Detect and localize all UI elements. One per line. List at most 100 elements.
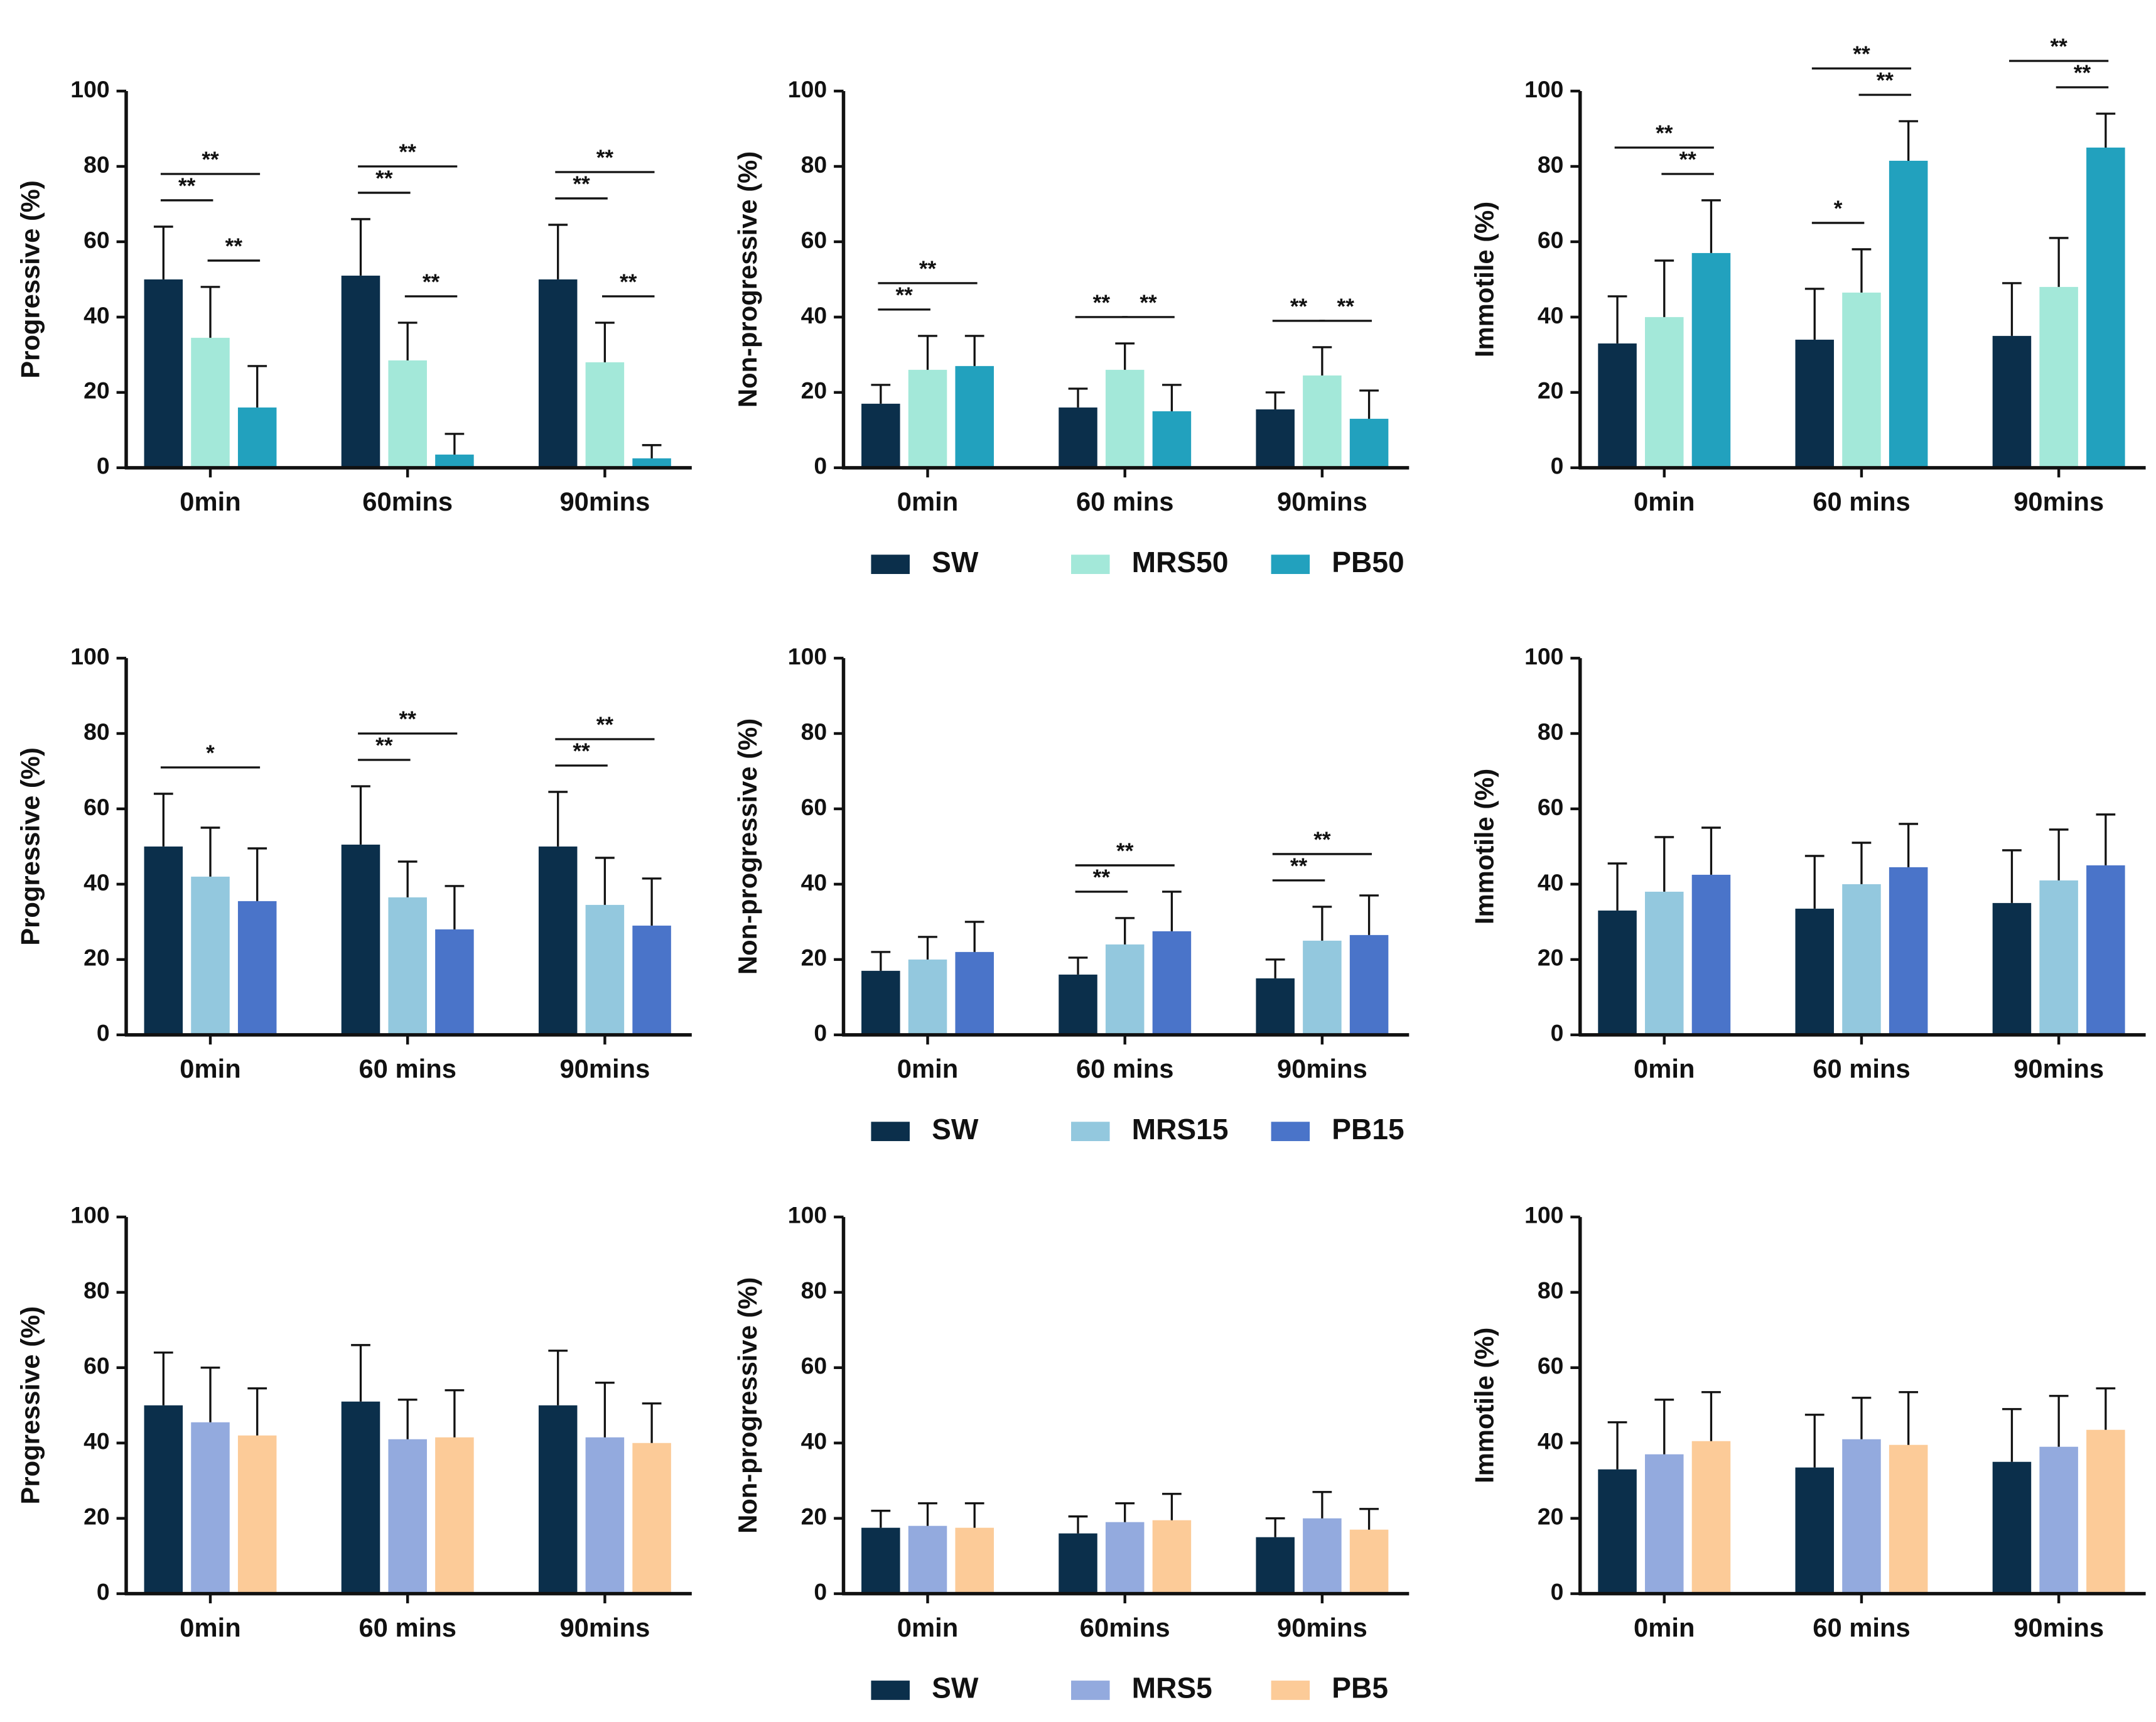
significance-label: **	[596, 713, 614, 737]
bar	[1059, 407, 1097, 468]
y-tick-label: 0	[814, 1579, 827, 1605]
y-tick-label: 100	[70, 643, 109, 669]
error-bar	[247, 847, 267, 901]
legend-swatch	[1071, 555, 1110, 574]
y-tick-label: 100	[788, 643, 827, 669]
bar	[585, 904, 625, 1035]
error-bar	[2002, 1408, 2022, 1462]
y-axis-label: Immotile (%)	[1469, 202, 1499, 357]
bar	[955, 1527, 994, 1594]
y-axis-label: Progressive (%)	[16, 1306, 45, 1504]
x-tick-label: 60 mins	[1813, 1613, 1910, 1642]
y-tick-label: 20	[84, 945, 110, 971]
bar	[538, 279, 578, 468]
y-tick-label: 80	[84, 718, 110, 745]
y-axis-label: Progressive (%)	[16, 180, 45, 378]
error-bar	[595, 322, 615, 362]
y-tick-label: 40	[84, 869, 110, 896]
error-bar	[548, 1350, 568, 1405]
significance-label: **	[202, 148, 219, 172]
bar	[341, 844, 380, 1035]
y-tick-label: 40	[1538, 869, 1564, 896]
bar	[1598, 343, 1637, 468]
bar	[1795, 1467, 1835, 1594]
error-bar	[351, 785, 370, 845]
x-tick-label: 60 mins	[358, 1054, 456, 1083]
error-bar	[642, 1402, 662, 1443]
x-tick-label: 60 mins	[1076, 1054, 1173, 1083]
error-bar	[2049, 828, 2069, 880]
error-bar	[2002, 282, 2022, 336]
bar	[1105, 1522, 1145, 1594]
y-tick-label: 80	[84, 151, 110, 178]
error-bar	[445, 433, 465, 455]
error-bar	[1115, 342, 1135, 370]
y-tick-label: 60	[801, 227, 827, 253]
y-tick-label: 0	[1551, 1020, 1564, 1046]
y-tick-label: 40	[84, 1428, 110, 1454]
y-tick-label: 80	[1538, 151, 1564, 178]
legend-swatch	[871, 1681, 910, 1700]
error-bar	[918, 335, 937, 370]
error-bar	[2049, 237, 2069, 287]
y-tick-label: 0	[97, 1020, 110, 1046]
error-bar	[1899, 120, 1919, 161]
significance-label: **	[1337, 295, 1355, 319]
significance-label: **	[1093, 865, 1111, 890]
error-bar	[200, 1367, 220, 1422]
y-tick-label: 100	[1524, 643, 1563, 669]
x-tick-label: 60 mins	[358, 1613, 456, 1642]
significance-label: **	[1313, 828, 1331, 852]
x-tick-label: 90mins	[1277, 1054, 1367, 1083]
bar	[1349, 1529, 1389, 1594]
y-tick-label: 20	[84, 1503, 110, 1530]
x-tick-label: 60 mins	[1813, 1054, 1910, 1083]
bar	[1256, 409, 1295, 468]
bar	[2086, 865, 2125, 1035]
y-tick-label: 100	[70, 76, 109, 102]
bar	[388, 897, 427, 1035]
significance-label: **	[1290, 295, 1308, 319]
significance-label: **	[375, 166, 393, 191]
y-axis-label: Immotile (%)	[1469, 1328, 1499, 1483]
bar	[538, 1405, 578, 1594]
significance-label: **	[1679, 148, 1696, 172]
legend-label: PB5	[1332, 1672, 1388, 1704]
error-bar	[445, 1389, 465, 1438]
bar	[2039, 880, 2078, 1035]
x-tick-label: 90mins	[2013, 1054, 2104, 1083]
error-bar	[871, 384, 891, 404]
x-tick-label: 0min	[897, 487, 958, 516]
error-bar	[1115, 917, 1135, 945]
error-bar	[1899, 823, 1919, 867]
error-bar	[918, 1502, 937, 1526]
bar	[191, 337, 230, 468]
bar	[861, 403, 900, 468]
bar	[435, 1437, 474, 1594]
significance-label: **	[1853, 42, 1870, 67]
bar	[388, 360, 427, 468]
legend-label: PB50	[1332, 546, 1404, 578]
significance-label: **	[1656, 121, 1673, 146]
x-tick-label: 0min	[180, 1613, 240, 1642]
error-bar	[1162, 384, 1182, 411]
error-bar	[1265, 958, 1285, 978]
error-bar	[1359, 1508, 1379, 1530]
significance-label: **	[573, 172, 590, 197]
bar	[585, 362, 625, 468]
significance-label: **	[1877, 68, 1894, 93]
bar	[2039, 1446, 2078, 1594]
bar	[1645, 891, 1684, 1035]
bar	[237, 901, 277, 1035]
error-bar	[1654, 1399, 1674, 1454]
significance-label: **	[225, 234, 243, 259]
error-bar	[445, 885, 465, 929]
bar	[341, 1401, 380, 1594]
bar	[1992, 902, 2032, 1035]
bar	[144, 279, 183, 468]
y-tick-label: 40	[1538, 302, 1564, 328]
error-bar	[1851, 1397, 1872, 1439]
bar	[955, 951, 994, 1035]
x-tick-label: 0min	[1634, 1613, 1695, 1642]
significance-label: **	[596, 146, 614, 170]
